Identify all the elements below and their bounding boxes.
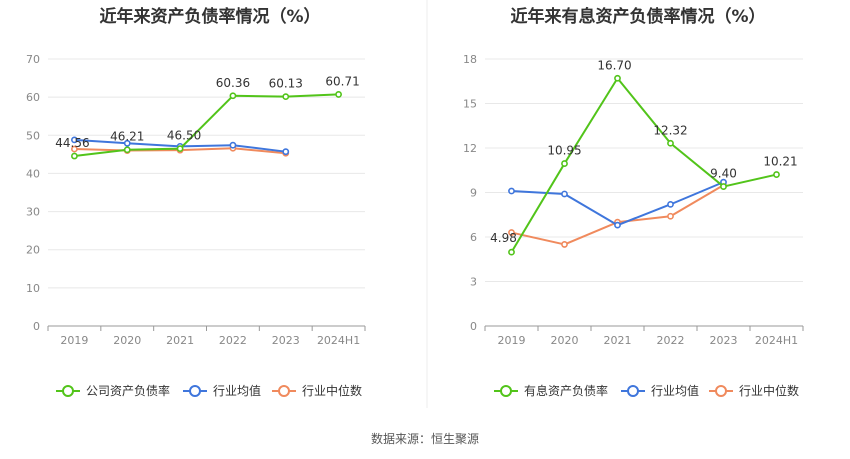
data-point	[282, 93, 290, 101]
y-tick-label: 12	[463, 142, 477, 155]
x-tick-label: 2022	[219, 334, 247, 347]
series-line	[511, 184, 725, 246]
legend-label: 公司资产负债率	[86, 383, 170, 398]
legend-label: 行业中位数	[302, 383, 362, 398]
data-point	[71, 145, 78, 153]
data-label: 60.36	[216, 76, 250, 90]
x-tick-label: 2021	[604, 334, 632, 347]
data-label: 44.56	[55, 136, 89, 150]
data-label: 46.50	[167, 129, 201, 143]
data-label: 10.95	[547, 144, 581, 158]
data-point	[71, 152, 78, 160]
y-tick-label: 30	[26, 206, 40, 219]
series-line	[74, 93, 339, 158]
y-tick-label: 40	[26, 167, 40, 180]
data-point	[667, 139, 674, 147]
data-point	[176, 145, 184, 153]
series-line	[510, 77, 777, 253]
x-tick-label: 2023	[710, 334, 738, 347]
chart-debt-ratio: 近年来资产负债率情况（%） 0 10 20 30 40 50 60 70 2019 2020 2021…	[26, 6, 366, 398]
y-tick-label: 6	[470, 231, 477, 244]
data-point	[667, 200, 674, 208]
source-note: 数据来源：恒生聚源	[371, 431, 479, 446]
data-label: 12.32	[653, 123, 687, 137]
y-tick-label: 10	[26, 282, 40, 295]
x-tick-label: 2020	[113, 334, 141, 347]
legend-item[interactable]: 有息资产负债率	[494, 383, 608, 398]
y-tick-label: 18	[463, 53, 477, 66]
y-tick-label: 20	[26, 244, 40, 257]
data-label: 9.40	[710, 167, 737, 181]
legend-label: 行业均值	[213, 383, 261, 398]
data-point	[561, 190, 568, 198]
y-tick-label: 9	[470, 187, 477, 200]
data-point	[561, 160, 568, 167]
data-point	[773, 171, 780, 178]
legend-item[interactable]: 行业均值	[183, 383, 261, 398]
legend-item[interactable]: 行业中位数	[709, 383, 799, 398]
y-tick-label: 60	[26, 91, 40, 104]
chart-interest-debt-ratio: 近年来有息资产负债率情况（%） 0 3 6 9 12 15 18 2019 2020 2021 202…	[463, 6, 804, 398]
data-point	[508, 248, 515, 256]
y-tick-label: 0	[470, 320, 477, 333]
y-tick-label: 15	[463, 98, 477, 111]
x-tick-label: 2019	[498, 334, 526, 347]
data-label: 60.71	[325, 74, 359, 88]
legend-item[interactable]: 行业中位数	[272, 383, 362, 398]
data-point	[282, 148, 290, 156]
data-point	[561, 241, 568, 248]
y-tick-label: 70	[26, 53, 40, 66]
data-point	[508, 187, 515, 195]
legend-marker	[627, 385, 639, 397]
data-label: 46.21	[110, 130, 144, 144]
x-tick-label: 2024H1	[755, 334, 798, 347]
legend-marker	[500, 385, 512, 397]
data-point	[614, 221, 621, 229]
legend-marker	[278, 385, 290, 397]
legend-label: 有息资产负债率	[524, 383, 608, 398]
y-tick-label: 50	[26, 129, 40, 142]
data-point	[335, 91, 342, 98]
legend-marker	[62, 385, 74, 397]
x-tick-label: 2019	[60, 334, 88, 347]
data-point	[720, 183, 727, 190]
data-point	[123, 139, 131, 147]
legend-marker	[715, 385, 727, 397]
data-point	[667, 212, 674, 220]
data-label: 60.13	[269, 77, 303, 91]
data-label: 16.70	[597, 58, 631, 72]
data-point	[229, 92, 237, 100]
data-point	[229, 141, 237, 149]
data-point	[508, 229, 515, 236]
legend-label: 行业中位数	[739, 383, 799, 398]
y-tick-label: 3	[470, 276, 477, 289]
data-label: 4.98	[490, 231, 517, 245]
y-tick-label: 0	[33, 320, 40, 333]
chart-title: 近年来有息资产负债率情况（%）	[510, 6, 765, 27]
legend-marker	[189, 385, 201, 397]
data-point	[123, 146, 131, 154]
chart-title: 近年来资产负债率情况（%）	[99, 6, 320, 27]
legend-item[interactable]: 公司资产负债率	[56, 383, 170, 398]
x-tick-label: 2022	[657, 334, 685, 347]
data-point	[71, 136, 78, 144]
x-tick-label: 2023	[272, 334, 300, 347]
x-tick-label: 2021	[166, 334, 194, 347]
x-tick-label: 2020	[551, 334, 579, 347]
x-tick-label: 2024H1	[317, 334, 360, 347]
data-point	[614, 74, 621, 82]
legend-item[interactable]: 行业均值	[621, 383, 699, 398]
legend-label: 行业均值	[651, 383, 699, 398]
data-label: 10.21	[763, 155, 797, 169]
